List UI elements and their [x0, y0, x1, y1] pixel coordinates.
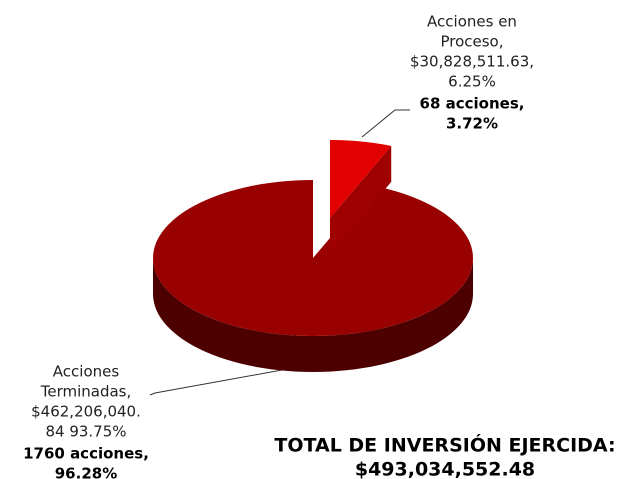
slice-label-bold: 68 acciones, [420, 95, 525, 113]
slice-label: 6.25% [448, 73, 496, 91]
slice-label-bold: 3.72% [446, 115, 498, 133]
leader-line [361, 109, 410, 138]
leader-line [149, 369, 283, 396]
slice [330, 140, 392, 218]
slice-label: Acciones en [427, 13, 517, 31]
slice-face [330, 145, 392, 254]
slice-label: Terminadas, [40, 383, 132, 401]
slice-label: $462,206,040. [31, 403, 141, 421]
slice-label: Acciones [53, 363, 120, 381]
slice-side [153, 258, 473, 372]
slice-label: 84 93.75% [45, 423, 126, 441]
slice-label: $30,828,511.63, [410, 53, 534, 71]
total-label: TOTAL DE INVERSIÓN EJERCIDA: [274, 433, 615, 457]
slice [153, 180, 473, 336]
total-label: $493,034,552.48 [355, 459, 535, 479]
slice-label-bold: 1760 acciones, [23, 445, 149, 463]
slice-label-bold: 96.28% [55, 465, 117, 479]
slice-label: Proceso, [440, 33, 503, 51]
